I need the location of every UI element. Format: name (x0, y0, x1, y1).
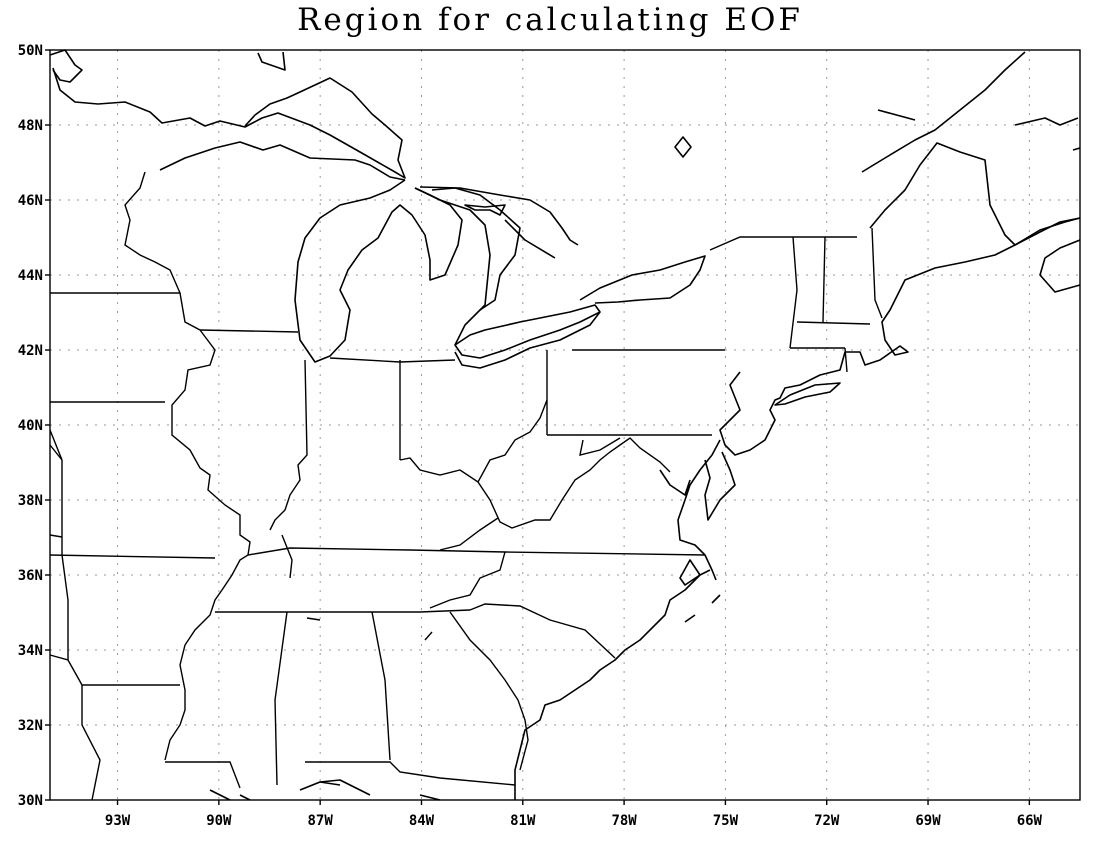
gulf-coast (209, 779, 441, 801)
border-ms-al (274, 611, 288, 786)
border-ny-vt-ma (709, 236, 857, 349)
lake-michigan (294, 179, 463, 363)
lake-huron-west (414, 187, 601, 359)
border-misc-west (49, 429, 63, 538)
graticule (50, 50, 1080, 800)
lake-erie (454, 304, 601, 369)
border-ohio-river (399, 399, 548, 484)
border-ma-ct-ri (790, 321, 871, 373)
lon-tick-label: 90W (206, 813, 232, 829)
border-tn-river (281, 534, 293, 579)
lat-tick-label: 48N (18, 118, 43, 134)
border-ar-la (49, 654, 180, 686)
border-mo-ar (49, 444, 63, 461)
lake-ontario (579, 255, 706, 304)
lon-tick-label: 78W (611, 813, 637, 829)
border-ar-ms (49, 460, 216, 660)
lon-tick-label: 87W (308, 813, 334, 829)
maine-coast (869, 142, 1081, 246)
lat-tick-label: 44N (18, 268, 43, 284)
border-wv-va (477, 437, 671, 529)
border-la-ms-gulf (81, 685, 101, 801)
border-mississippi-river (164, 329, 251, 761)
border-ky-tn (247, 547, 706, 556)
border-ky-wv (439, 517, 499, 551)
border-mi-in-oh (329, 357, 456, 363)
lon-tick-label: 72W (814, 813, 840, 829)
lat-tick-label: 50N (18, 43, 43, 59)
st-lawrence-river (861, 51, 1081, 173)
lon-tick-label: 66W (1017, 813, 1043, 829)
keweenaw (257, 51, 286, 71)
lat-tick-label: 32N (18, 718, 43, 734)
long-island (774, 382, 841, 406)
border-al-ga (371, 611, 391, 761)
border-nc-va (429, 551, 506, 609)
nova-scotia (1039, 239, 1081, 293)
lat-tick-label: 46N (18, 193, 43, 209)
lat-tick-label: 36N (18, 568, 43, 584)
carolina-coast (514, 569, 711, 800)
border-mn-wi (124, 171, 201, 331)
border-wi-il (199, 329, 299, 333)
lon-tick-label: 75W (713, 813, 739, 829)
lake-superior-south-shore (159, 141, 406, 181)
latitude-ticks: 30N 32N 34N 36N 38N 40N 42N 44N 46N 48N 50N (18, 43, 50, 809)
border-misc-south (306, 617, 433, 786)
lon-tick-label: 84W (409, 813, 435, 829)
lon-tick-label: 93W (105, 813, 131, 829)
island-small (674, 136, 692, 158)
border-nh-me (871, 227, 883, 319)
lake-of-woods (49, 49, 83, 83)
border-il-in (269, 359, 308, 531)
lat-tick-label: 38N (18, 493, 43, 509)
atlantic-coast-ne (719, 217, 1081, 456)
border-tn-south (215, 609, 471, 613)
lake-huron-east (431, 187, 521, 311)
lat-tick-label: 40N (18, 418, 43, 434)
border-ga-sc (449, 611, 529, 771)
lat-tick-label: 34N (18, 643, 43, 659)
map-title: Region for calculating EOF (297, 2, 803, 38)
lon-tick-label: 81W (510, 813, 536, 829)
outer-banks (679, 559, 721, 623)
manitoulin (464, 204, 506, 216)
lon-tick-label: 69W (915, 813, 941, 829)
border-nc-sc (469, 603, 616, 659)
border-md-va (579, 437, 621, 456)
chesapeake-delmarva (659, 439, 736, 581)
longitude-ticks: 93W 90W 87W 84W 81W 78W 75W 72W 69W 66W (105, 800, 1043, 829)
lat-tick-label: 42N (18, 343, 43, 359)
lat-tick-label: 30N (18, 793, 43, 809)
geography (49, 49, 1081, 801)
georgian-bay (419, 186, 579, 259)
lake-superior-coast (52, 67, 406, 179)
border-fl (165, 761, 516, 789)
